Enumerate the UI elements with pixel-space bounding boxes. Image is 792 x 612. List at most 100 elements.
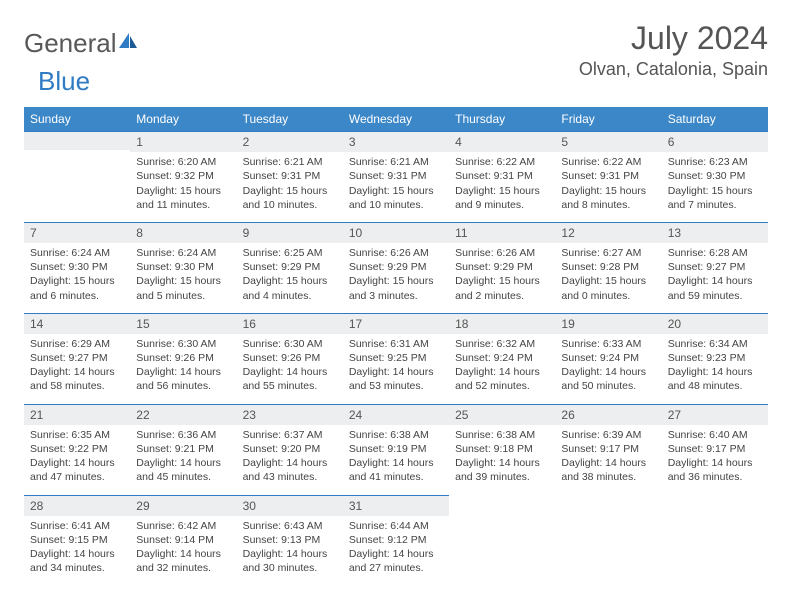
sunrise-text: Sunrise: 6:41 AM <box>30 519 124 533</box>
daylight-text-line2: and 27 minutes. <box>349 561 443 575</box>
day-number-bar: 30 <box>237 496 343 516</box>
sunset-text: Sunset: 9:28 PM <box>561 260 655 274</box>
weekday-header: Tuesday <box>237 107 343 132</box>
calendar-day-cell: 16Sunrise: 6:30 AMSunset: 9:26 PMDayligh… <box>237 313 343 404</box>
day-number: 22 <box>136 408 149 422</box>
calendar-day-cell <box>449 495 555 585</box>
day-number: 2 <box>243 135 250 149</box>
day-number: 24 <box>349 408 362 422</box>
day-number-bar: 25 <box>449 405 555 425</box>
sunrise-text: Sunrise: 6:36 AM <box>136 428 230 442</box>
daylight-text-line2: and 10 minutes. <box>243 198 337 212</box>
calendar-day-cell: 22Sunrise: 6:36 AMSunset: 9:21 PMDayligh… <box>130 404 236 495</box>
sunrise-text: Sunrise: 6:27 AM <box>561 246 655 260</box>
daylight-text-line1: Daylight: 15 hours <box>455 274 549 288</box>
calendar-day-cell: 23Sunrise: 6:37 AMSunset: 9:20 PMDayligh… <box>237 404 343 495</box>
weekday-header-row: SundayMondayTuesdayWednesdayThursdayFrid… <box>24 107 768 132</box>
sunset-text: Sunset: 9:24 PM <box>561 351 655 365</box>
day-number-bar: 9 <box>237 223 343 243</box>
daylight-text-line2: and 3 minutes. <box>349 289 443 303</box>
calendar-day-cell: 28Sunrise: 6:41 AMSunset: 9:15 PMDayligh… <box>24 495 130 585</box>
sunset-text: Sunset: 9:13 PM <box>243 533 337 547</box>
daylight-text-line2: and 56 minutes. <box>136 379 230 393</box>
daylight-text-line2: and 36 minutes. <box>668 470 762 484</box>
sunset-text: Sunset: 9:31 PM <box>561 169 655 183</box>
day-number: 30 <box>243 499 256 513</box>
daylight-text-line2: and 41 minutes. <box>349 470 443 484</box>
daylight-text-line2: and 0 minutes. <box>561 289 655 303</box>
day-number-bar: 14 <box>24 314 130 334</box>
calendar-day-cell: 20Sunrise: 6:34 AMSunset: 9:23 PMDayligh… <box>662 313 768 404</box>
daylight-text-line1: Daylight: 14 hours <box>561 365 655 379</box>
calendar-week-row: 21Sunrise: 6:35 AMSunset: 9:22 PMDayligh… <box>24 404 768 495</box>
daylight-text-line1: Daylight: 14 hours <box>455 456 549 470</box>
daylight-text-line1: Daylight: 14 hours <box>349 456 443 470</box>
day-number-bar: 13 <box>662 223 768 243</box>
sunset-text: Sunset: 9:25 PM <box>349 351 443 365</box>
daylight-text-line1: Daylight: 14 hours <box>243 547 337 561</box>
daylight-text-line2: and 43 minutes. <box>243 470 337 484</box>
daylight-text-line2: and 4 minutes. <box>243 289 337 303</box>
calendar-day-cell: 8Sunrise: 6:24 AMSunset: 9:30 PMDaylight… <box>130 222 236 313</box>
calendar-day-cell: 9Sunrise: 6:25 AMSunset: 9:29 PMDaylight… <box>237 222 343 313</box>
sunrise-text: Sunrise: 6:23 AM <box>668 155 762 169</box>
daylight-text-line1: Daylight: 14 hours <box>668 274 762 288</box>
daylight-text-line1: Daylight: 14 hours <box>30 547 124 561</box>
sunrise-text: Sunrise: 6:32 AM <box>455 337 549 351</box>
weekday-header: Friday <box>555 107 661 132</box>
day-number-bar: 18 <box>449 314 555 334</box>
daylight-text-line1: Daylight: 15 hours <box>561 184 655 198</box>
calendar-day-cell: 29Sunrise: 6:42 AMSunset: 9:14 PMDayligh… <box>130 495 236 585</box>
daylight-text-line1: Daylight: 14 hours <box>30 456 124 470</box>
calendar-week-row: 1Sunrise: 6:20 AMSunset: 9:32 PMDaylight… <box>24 132 768 223</box>
calendar-day-cell: 13Sunrise: 6:28 AMSunset: 9:27 PMDayligh… <box>662 222 768 313</box>
month-title: July 2024 <box>579 20 768 57</box>
sunrise-text: Sunrise: 6:37 AM <box>243 428 337 442</box>
daylight-text-line1: Daylight: 15 hours <box>136 184 230 198</box>
sunrise-text: Sunrise: 6:44 AM <box>349 519 443 533</box>
daylight-text-line1: Daylight: 14 hours <box>349 547 443 561</box>
calendar-day-cell <box>662 495 768 585</box>
sunrise-text: Sunrise: 6:34 AM <box>668 337 762 351</box>
daylight-text-line2: and 2 minutes. <box>455 289 549 303</box>
sunrise-text: Sunrise: 6:29 AM <box>30 337 124 351</box>
calendar-day-cell: 26Sunrise: 6:39 AMSunset: 9:17 PMDayligh… <box>555 404 661 495</box>
day-number: 31 <box>349 499 362 513</box>
day-number: 19 <box>561 317 574 331</box>
day-number: 3 <box>349 135 356 149</box>
day-number: 10 <box>349 226 362 240</box>
calendar-day-cell: 3Sunrise: 6:21 AMSunset: 9:31 PMDaylight… <box>343 132 449 223</box>
sunset-text: Sunset: 9:29 PM <box>243 260 337 274</box>
day-number-bar: 20 <box>662 314 768 334</box>
day-number: 26 <box>561 408 574 422</box>
sunset-text: Sunset: 9:26 PM <box>136 351 230 365</box>
sunset-text: Sunset: 9:17 PM <box>561 442 655 456</box>
day-number: 5 <box>561 135 568 149</box>
sunset-text: Sunset: 9:20 PM <box>243 442 337 456</box>
daylight-text-line2: and 45 minutes. <box>136 470 230 484</box>
sunrise-text: Sunrise: 6:30 AM <box>136 337 230 351</box>
sunset-text: Sunset: 9:30 PM <box>136 260 230 274</box>
calendar-day-cell: 11Sunrise: 6:26 AMSunset: 9:29 PMDayligh… <box>449 222 555 313</box>
weekday-header: Saturday <box>662 107 768 132</box>
day-number-bar: 19 <box>555 314 661 334</box>
daylight-text-line1: Daylight: 14 hours <box>455 365 549 379</box>
sunrise-text: Sunrise: 6:24 AM <box>30 246 124 260</box>
day-number: 13 <box>668 226 681 240</box>
sunrise-text: Sunrise: 6:39 AM <box>561 428 655 442</box>
calendar-week-row: 14Sunrise: 6:29 AMSunset: 9:27 PMDayligh… <box>24 313 768 404</box>
day-number: 23 <box>243 408 256 422</box>
daylight-text-line2: and 32 minutes. <box>136 561 230 575</box>
sunset-text: Sunset: 9:27 PM <box>668 260 762 274</box>
daylight-text-line1: Daylight: 15 hours <box>136 274 230 288</box>
calendar-week-row: 28Sunrise: 6:41 AMSunset: 9:15 PMDayligh… <box>24 495 768 585</box>
day-number: 1 <box>136 135 143 149</box>
daylight-text-line1: Daylight: 15 hours <box>561 274 655 288</box>
day-number: 6 <box>668 135 675 149</box>
day-number: 4 <box>455 135 462 149</box>
sunset-text: Sunset: 9:18 PM <box>455 442 549 456</box>
sunrise-text: Sunrise: 6:22 AM <box>561 155 655 169</box>
sunrise-text: Sunrise: 6:22 AM <box>455 155 549 169</box>
sunset-text: Sunset: 9:31 PM <box>243 169 337 183</box>
weekday-header: Thursday <box>449 107 555 132</box>
